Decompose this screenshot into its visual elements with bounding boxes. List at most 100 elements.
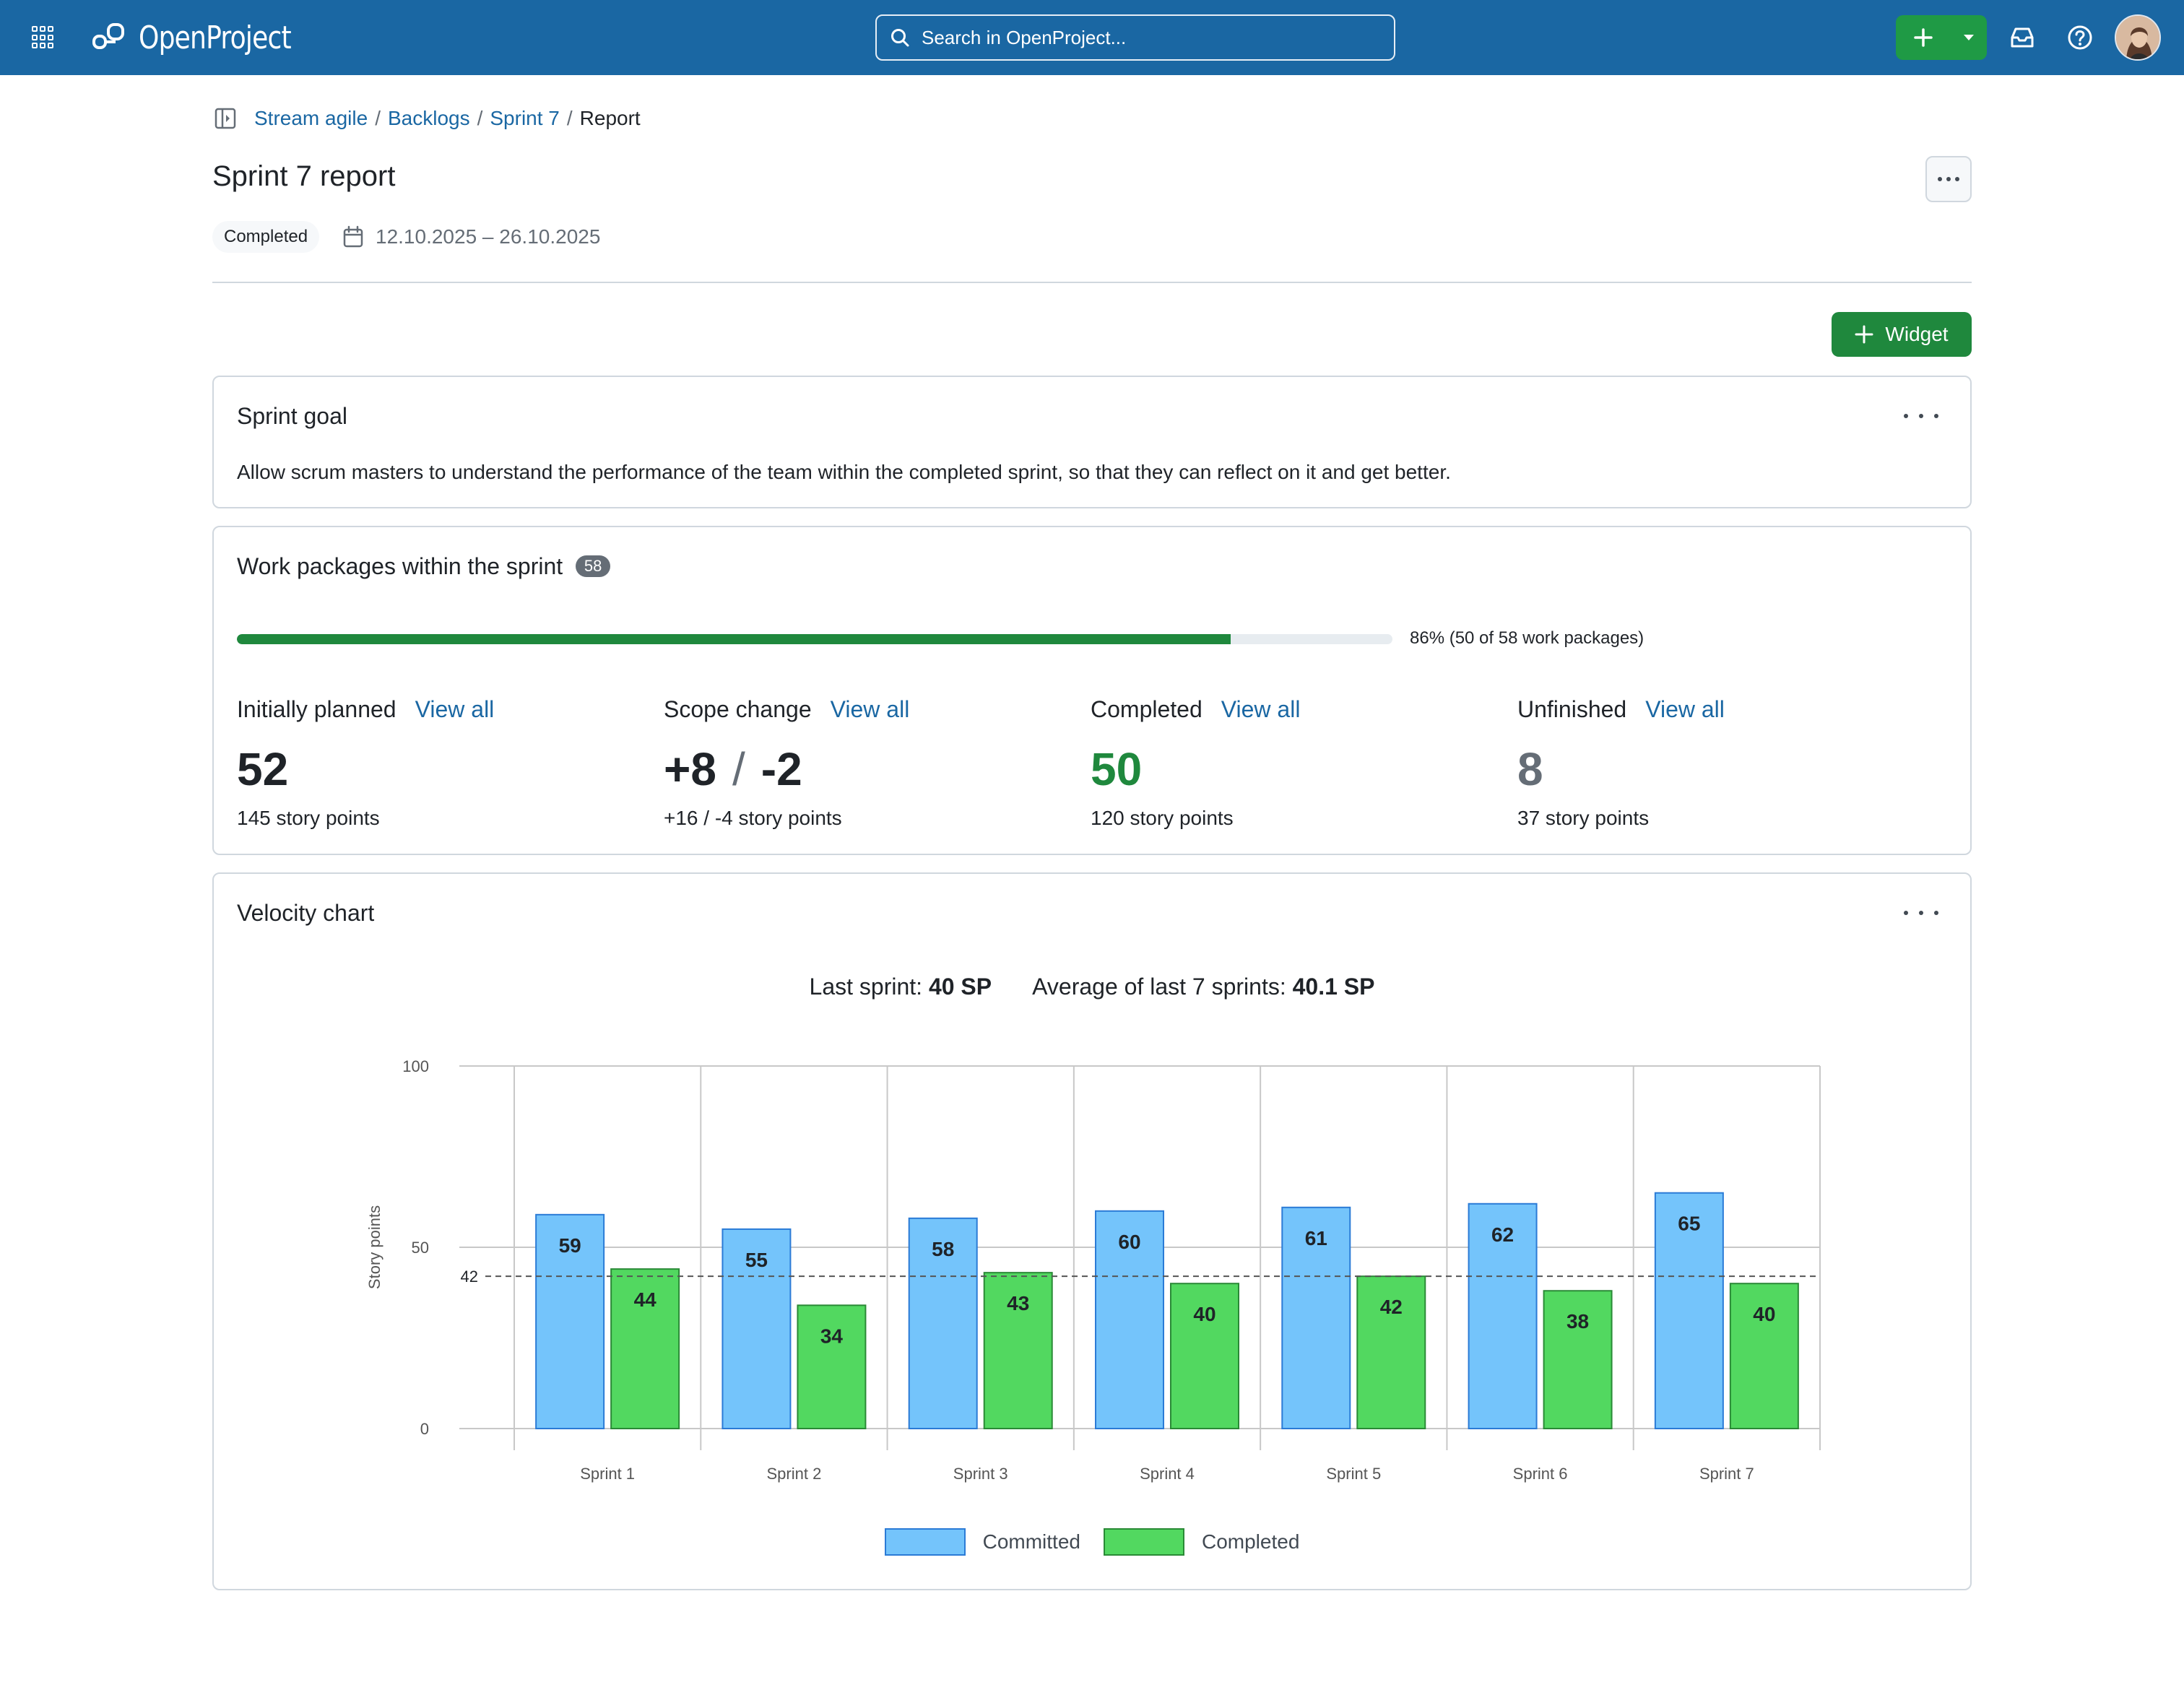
committed-bar	[908, 1217, 978, 1429]
y-tick-label: 50	[412, 1239, 429, 1257]
openproject-logo[interactable]: OpenProject	[91, 17, 324, 58]
bar-value-label: 40	[1193, 1303, 1216, 1325]
view-all-scope-change-link[interactable]: View all	[830, 696, 910, 722]
breadcrumb-separator: /	[477, 107, 483, 129]
stat-value: 8	[1517, 743, 1543, 795]
committed-bar	[1654, 1192, 1724, 1429]
stat-completed: Completed View all 50 120 story points	[1091, 696, 1495, 830]
completed-bar	[1170, 1283, 1239, 1430]
user-avatar[interactable]	[2115, 14, 2161, 61]
x-tick-label: Sprint 2	[767, 1465, 822, 1483]
legend-item-committed[interactable]: Committed	[884, 1528, 1080, 1556]
sprint-date-range: 12.10.2025 – 26.10.2025	[342, 222, 600, 251]
openproject-logo-icon	[92, 23, 124, 49]
app-menu-grid-icon[interactable]	[32, 26, 55, 49]
committed-bar	[535, 1213, 605, 1429]
sprint-progress-fill	[237, 634, 1231, 644]
scope-added-value: +8	[664, 743, 716, 795]
x-tick-label: Sprint 7	[1699, 1465, 1754, 1483]
breadcrumb-sprint[interactable]: Sprint 7	[490, 107, 560, 129]
chart-legend: Committed Completed	[214, 1528, 1970, 1556]
completed-bar	[1729, 1283, 1799, 1430]
bar-value-label: 60	[1118, 1231, 1140, 1253]
widget-more-icon[interactable]	[1904, 406, 1938, 426]
help-icon[interactable]	[2064, 22, 2096, 53]
date-range-text: 12.10.2025 – 26.10.2025	[376, 225, 601, 248]
view-all-completed-link[interactable]: View all	[1221, 696, 1301, 722]
work-packages-title: Work packages within the sprint	[237, 553, 563, 579]
sprint-goal-widget: Sprint goal Allow scrum masters to under…	[212, 376, 1972, 508]
stat-label: Unfinished	[1517, 696, 1627, 722]
breadcrumb-project[interactable]: Stream agile	[254, 107, 368, 129]
view-all-unfinished-link[interactable]: View all	[1645, 696, 1725, 722]
last-sprint-label: Last sprint:	[809, 974, 923, 1000]
y-tick-label: 100	[402, 1057, 429, 1075]
bar-value-label: 58	[932, 1238, 954, 1260]
completed-bar	[797, 1304, 867, 1429]
bar-value-label: 43	[1007, 1292, 1029, 1314]
calendar-icon	[343, 225, 363, 248]
y-axis-label: Story points	[365, 1205, 384, 1289]
x-tick-label: Sprint 5	[1326, 1465, 1381, 1483]
bar-value-label: 62	[1491, 1223, 1514, 1246]
x-tick-label: Sprint 6	[1513, 1465, 1568, 1483]
header-divider	[212, 282, 1972, 283]
view-all-initially-planned-link[interactable]: View all	[415, 696, 495, 722]
breadcrumb-separator: /	[375, 107, 381, 129]
breadcrumb-backlogs[interactable]: Backlogs	[387, 107, 470, 129]
velocity-summary: Last sprint: 40 SP Average of last 7 spr…	[214, 974, 1970, 1000]
average-value: 40.1 SP	[1292, 974, 1375, 1000]
stat-scope-change: Scope change View all +8 / -2 +16 / -4 sto…	[664, 696, 1068, 830]
plus-icon	[1855, 325, 1873, 344]
sprint-goal-text: Allow scrum masters to understand the pe…	[237, 461, 1451, 483]
global-search[interactable]	[875, 14, 1395, 61]
committed-bar	[722, 1228, 792, 1429]
work-packages-count-badge: 58	[576, 555, 611, 577]
scope-removed-value: -2	[760, 743, 802, 795]
stat-initially-planned: Initially planned View all 52 145 story …	[237, 696, 641, 830]
stat-subtext: 37 story points	[1517, 807, 1650, 829]
bar-value-label: 55	[745, 1249, 768, 1271]
legend-item-completed[interactable]: Completed	[1103, 1528, 1299, 1556]
work-packages-widget: Work packages within the sprint 58 86% (5…	[212, 526, 1972, 855]
stat-subtext: 145 story points	[237, 807, 380, 829]
search-input[interactable]	[922, 26, 1369, 49]
create-button[interactable]	[1896, 15, 1987, 60]
stat-value: +8 / -2	[664, 742, 1068, 797]
velocity-chart-title: Velocity chart	[237, 900, 375, 926]
x-tick-label: Sprint 3	[953, 1465, 1008, 1483]
sidebar-toggle-icon[interactable]	[212, 105, 238, 131]
work-packages-title-row: Work packages within the sprint 58	[237, 553, 611, 580]
sprint-progress-label: 86% (50 of 58 work packages)	[1410, 628, 1644, 648]
stat-subtext: +16 / -4 story points	[664, 807, 842, 829]
bar-value-label: 44	[634, 1288, 657, 1311]
stat-unfinished: Unfinished View all 8 37 story points	[1517, 696, 1922, 830]
scope-separator: /	[732, 743, 745, 795]
average-label: Average of last 7 sprints:	[1032, 974, 1286, 1000]
chevron-down-icon[interactable]	[1951, 15, 1987, 60]
breadcrumb: Stream agile / Backlogs / Sprint 7 / Rep…	[212, 104, 641, 133]
y-tick-label: 0	[420, 1420, 429, 1438]
last-sprint-value: 40 SP	[928, 974, 992, 1000]
more-horizontal-icon	[1938, 177, 1959, 181]
breadcrumb-current: Report	[579, 107, 641, 129]
committed-bar	[1095, 1210, 1164, 1429]
app-name: OpenProject	[139, 19, 292, 56]
stat-label: Initially planned	[237, 696, 396, 722]
sprint-progress-bar	[237, 634, 1392, 644]
breadcrumb-separator: /	[566, 107, 573, 129]
legend-label: Committed	[982, 1530, 1080, 1553]
completed-bar	[983, 1272, 1053, 1430]
widget-more-icon[interactable]	[1904, 903, 1938, 923]
bar-value-label: 42	[1380, 1296, 1403, 1318]
completed-bar	[1356, 1275, 1426, 1429]
stat-subtext: 120 story points	[1091, 807, 1234, 829]
page-more-button[interactable]	[1925, 156, 1972, 202]
stat-label: Completed	[1091, 696, 1202, 722]
completed-bar	[610, 1268, 680, 1429]
bar-value-label: 34	[820, 1325, 844, 1347]
status-badge: Completed	[212, 221, 320, 253]
completed-bar	[1543, 1290, 1613, 1429]
add-widget-button[interactable]: Widget	[1832, 312, 1972, 357]
inbox-icon[interactable]	[2006, 22, 2038, 53]
